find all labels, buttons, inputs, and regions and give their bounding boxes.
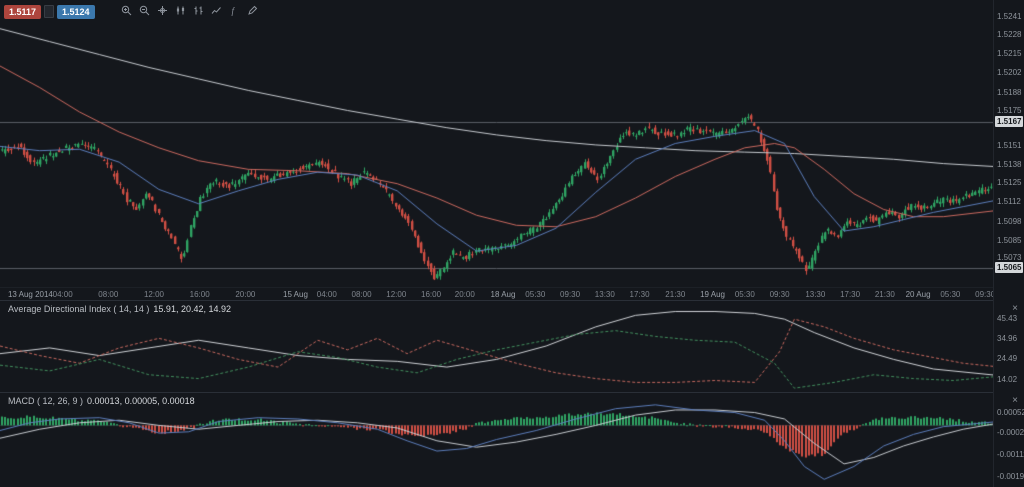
zoom-out-button[interactable] xyxy=(137,4,152,19)
toolbar-spacer xyxy=(98,11,116,12)
time-axis-label: 13:30 xyxy=(805,290,826,299)
time-axis-label: 19 Aug xyxy=(700,290,725,299)
time-axis-label: 18 Aug xyxy=(490,290,516,299)
pencil-icon xyxy=(247,3,258,21)
sell-price-badge[interactable]: 1.5117 xyxy=(4,4,42,19)
adx-panel-header: Average Directional Index ( 14, 14 ) 15.9… xyxy=(8,304,231,314)
macd-panel-values: 0.00013, 0.00005, 0.00018 xyxy=(87,396,195,406)
price-level-badge: 1.5065 xyxy=(995,262,1024,274)
time-axis-label: 21:30 xyxy=(665,290,686,299)
price-axis-label: 1.5112 xyxy=(997,196,1021,206)
time-axis-label: 09:30 xyxy=(560,290,581,299)
time-axis-label: 13:30 xyxy=(594,290,615,299)
price-level-badge: 1.5167 xyxy=(995,115,1024,127)
line-chart-icon xyxy=(211,3,222,21)
adx-axis-label: 45.43 xyxy=(997,314,1018,324)
macd-panel-header: MACD ( 12, 26, 9 ) 0.00013, 0.00005, 0.00… xyxy=(8,396,195,406)
time-axis-label: 12:00 xyxy=(386,290,407,299)
time-axis-label: 09:30 xyxy=(769,290,790,299)
draw-tools-button[interactable] xyxy=(245,4,260,19)
price-axis-label: 1.5188 xyxy=(997,87,1022,97)
spread-box xyxy=(44,5,55,18)
adx-indicator-chart[interactable] xyxy=(0,300,993,392)
price-axis-label: 1.5241 xyxy=(997,11,1022,21)
candlestick-chart-type-button[interactable] xyxy=(173,4,188,19)
adx-panel-title: Average Directional Index ( 14, 14 ) xyxy=(8,304,150,314)
macd-axis-label: -0.00025 xyxy=(997,427,1024,437)
ohlc-bars-icon xyxy=(193,3,204,21)
price-axis-label: 1.5138 xyxy=(997,159,1022,169)
time-axis-label: 08:00 xyxy=(351,290,372,299)
macd-panel-separator xyxy=(0,392,993,393)
price-axis-label: 1.5098 xyxy=(997,216,1022,226)
time-axis-label: 08:00 xyxy=(98,290,119,299)
time-axis-label: 13 Aug 2014 xyxy=(7,290,53,299)
svg-text:f: f xyxy=(231,6,235,16)
time-axis-label: 12:00 xyxy=(143,290,165,299)
chart-toolbar: 1.5117 1.5124 f xyxy=(4,3,260,20)
time-axis-label: 20:00 xyxy=(235,290,256,299)
crosshair-button[interactable] xyxy=(155,4,170,19)
time-axis-label: 15 Aug xyxy=(283,290,308,299)
main-price-chart[interactable] xyxy=(0,0,993,287)
time-axis-label: 09:30 xyxy=(975,290,996,299)
price-axis-label: 1.5151 xyxy=(997,140,1022,150)
time-axis-label: 05:30 xyxy=(940,290,961,299)
adx-axis-label: 14.02 xyxy=(997,374,1018,384)
time-axis-label: 16:00 xyxy=(421,290,442,299)
price-axis-label: 1.5085 xyxy=(997,235,1022,245)
price-axis-label: 1.5228 xyxy=(997,30,1022,40)
time-axis-label: 04:00 xyxy=(52,290,73,299)
macd-close-button[interactable]: × xyxy=(1012,395,1018,406)
macd-axis-label: -0.00111 xyxy=(997,449,1024,459)
time-axis-label: 17:30 xyxy=(629,290,650,299)
adx-axis-label: 34.96 xyxy=(997,334,1018,344)
time-axis-label: 20:00 xyxy=(454,290,475,299)
price-axis-label: 1.5202 xyxy=(997,67,1022,77)
candlestick-chart-icon xyxy=(175,3,186,21)
time-axis-label: 21:30 xyxy=(874,290,895,299)
macd-axis-label: 0.00052 xyxy=(997,408,1024,418)
price-axis-label: 1.5175 xyxy=(997,106,1022,116)
adx-close-button[interactable]: × xyxy=(1012,303,1018,314)
price-axis-label: 1.5125 xyxy=(997,178,1022,188)
zoom-out-icon xyxy=(139,3,150,21)
macd-axis-label: -0.00197 xyxy=(997,471,1024,481)
indicators-icon: f xyxy=(229,3,240,21)
indicators-button[interactable]: f xyxy=(227,4,242,19)
time-axis-label: 20 Aug xyxy=(905,290,931,299)
time-axis-label: 05:30 xyxy=(734,290,755,299)
time-axis-label: 04:00 xyxy=(316,290,337,299)
time-axis-label: 16:00 xyxy=(189,290,210,299)
macd-panel-title: MACD ( 12, 26, 9 ) xyxy=(8,396,84,406)
zoom-in-button[interactable] xyxy=(119,4,134,19)
line-chart-type-button[interactable] xyxy=(209,4,224,19)
adx-panel-values: 15.91, 20.42, 14.92 xyxy=(153,304,231,314)
adx-panel-separator xyxy=(0,300,993,301)
price-axis[interactable]: 1.5241 1.5228 1.5215 1.5202 1.5188 1.5175 1.51… xyxy=(993,0,1024,487)
price-axis-label: 1.5073 xyxy=(997,252,1022,262)
time-axis[interactable]: 13 Aug 2014 04:00 08:00 12:00 16:00 20:00 15 A… xyxy=(0,287,996,300)
zoom-in-icon xyxy=(121,3,132,21)
price-axis-label: 1.5215 xyxy=(997,49,1022,59)
adx-axis-label: 24.49 xyxy=(997,354,1018,364)
time-axis-label: 05:30 xyxy=(525,290,546,299)
buy-price-badge[interactable]: 1.5124 xyxy=(57,4,95,19)
time-axis-label: 17:30 xyxy=(840,290,861,299)
ohlc-bars-chart-type-button[interactable] xyxy=(191,4,206,19)
crosshair-icon xyxy=(157,3,168,21)
macd-indicator-chart[interactable] xyxy=(0,392,993,487)
